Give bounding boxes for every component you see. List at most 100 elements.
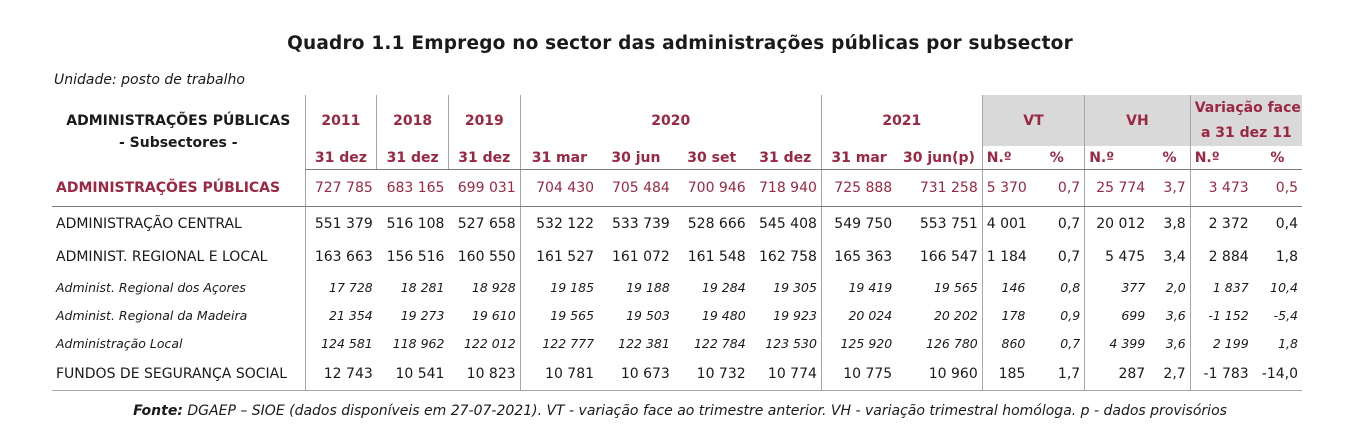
table-cell: 161 072	[611, 248, 670, 265]
table-cell: 19 284	[701, 279, 746, 295]
table-cell: 5 370	[981, 169, 1030, 207]
subcol-var-n: N.º	[1189, 146, 1253, 170]
source-label: Fonte:	[133, 403, 183, 419]
table-cell: 20 012	[1084, 206, 1150, 240]
subcol-2018-dez: 31 dez	[376, 146, 449, 170]
table-cell: 4 399	[1084, 329, 1150, 357]
table-cell: 2,0	[1165, 279, 1186, 295]
year-2019: 2019	[447, 95, 521, 146]
table-cell: 17 728	[304, 273, 377, 301]
table-cell: 3 473	[1189, 169, 1253, 207]
table-cell: 126 780	[926, 335, 978, 351]
table-cell: 3,4	[1163, 248, 1186, 265]
table-cell: 2 199	[1189, 329, 1253, 357]
variation-header: Variação face a 31 dez 11	[1189, 95, 1302, 146]
table-cell: 0,8	[1060, 279, 1081, 295]
table-cell: 4 001	[981, 206, 1030, 240]
subcol-2020-mar: 31 mar	[519, 146, 599, 170]
table-cell: -14,0	[1252, 357, 1302, 391]
table-row: Administ. Regional da Madeira 21 354 19 27…	[52, 301, 1302, 329]
employment-table: ADMINISTRAÇÕES PÚBLICAS - Subsectores - …	[52, 95, 1302, 391]
subcol-vt-n: N.º	[981, 146, 1030, 170]
table-row: ADMINIST. REGIONAL E LOCAL 163 663 156 516…	[52, 240, 1302, 273]
subcol-2021-jun: 30 jun(p)	[896, 146, 983, 170]
adm-header-label: ADMINISTRAÇÕES PÚBLICAS	[66, 113, 291, 130]
table-row: Administração Local 124 581 118 962 122 012…	[52, 329, 1302, 357]
table-cell: -1 152	[1189, 301, 1253, 329]
table-cell: 551 379	[304, 206, 377, 240]
table-cell: 19 188	[626, 279, 670, 295]
table-cell: 185	[981, 357, 1030, 391]
table-cell: 1,8	[1278, 335, 1298, 351]
table-cell: 1 837	[1189, 273, 1253, 301]
table-cell: -1 783	[1189, 357, 1253, 391]
table-row: ADMINISTRAÇÃO CENTRAL 551 379 516 108 527 6…	[52, 206, 1302, 240]
subcol-vt-pct: %	[1029, 146, 1085, 170]
table-cell: 18 928	[471, 279, 516, 295]
table-cell: 0,7	[1057, 248, 1081, 265]
table-cell: 19 503	[626, 307, 670, 323]
table-cell: 125 920	[820, 329, 897, 357]
table-cell: 19 480	[701, 307, 746, 323]
subcol-2021-mar: 31 mar	[820, 146, 897, 170]
table-cell: 19 273	[400, 307, 445, 323]
table-cell: 10 774	[749, 357, 822, 391]
table-title: Quadro 1.1 Emprego no sector das adminis…	[287, 33, 1073, 54]
subcol-2019-dez: 31 dez	[447, 146, 521, 170]
table-cell: 532 122	[519, 206, 599, 240]
table-cell: 704 430	[519, 169, 599, 207]
table-cell: 163 663	[304, 240, 377, 273]
table-cell: 0,7	[1057, 215, 1081, 232]
table-cell: 725 888	[820, 169, 897, 207]
table-cell: 161 548	[687, 248, 746, 265]
table-cell: 160 550	[457, 248, 516, 265]
table-cell: 146	[981, 273, 1030, 301]
table-cell: 10 960	[896, 357, 983, 391]
table-cell: 699	[1084, 301, 1150, 329]
table-cell: 860	[981, 329, 1030, 357]
table-cell: 528 666	[687, 215, 746, 232]
table-cell: 166 547	[919, 248, 978, 265]
table-cell: 19 185	[519, 273, 599, 301]
table-cell: 122 777	[519, 329, 599, 357]
table-cell: 2,7	[1149, 357, 1191, 391]
table-cell: 123 530	[765, 335, 817, 351]
table-cell: 19 923	[773, 307, 817, 323]
table-cell: 1 184	[981, 240, 1030, 273]
year-2011: 2011	[304, 95, 377, 146]
unit-note: Unidade: posto de trabalho	[54, 72, 245, 88]
table-cell: 19 610	[471, 307, 516, 323]
table-row: ADMINISTRAÇÕES PÚBLICAS 727 785 683 165 699…	[52, 169, 1302, 207]
table-cell: 700 946	[673, 169, 750, 207]
variation-header-line1: Variação face	[1194, 99, 1301, 116]
table-cell: 545 408	[759, 215, 817, 232]
subcol-2020-jun: 30 jun	[598, 146, 674, 170]
row-label: Administração Local	[56, 335, 183, 351]
year-2020: 2020	[519, 95, 822, 146]
table-cell: 10,4	[1270, 279, 1298, 295]
table-cell: 2 372	[1189, 206, 1253, 240]
variation-header-line2: a 31 dez 11	[1200, 124, 1292, 141]
table-cell: 19 419	[820, 273, 897, 301]
table-cell: 10 781	[519, 357, 599, 391]
table-cell: 1,7	[1029, 357, 1085, 391]
row-label: ADMINISTRAÇÕES PÚBLICAS	[52, 169, 306, 207]
table-cell: 19 565	[519, 301, 599, 329]
table-cell: 533 739	[611, 215, 670, 232]
vt-header: VT	[981, 95, 1085, 146]
table-cell: 0,5	[1252, 169, 1302, 207]
table-cell: 122 381	[618, 335, 670, 351]
table-cell: 20 202	[933, 307, 978, 323]
table-row: FUNDOS DE SEGURANÇA SOCIAL 12 743 10 541 10…	[52, 357, 1302, 391]
table-cell: 122 012	[463, 335, 516, 351]
source-note: Fonte: DGAEP – SIOE (dados disponíveis e…	[0, 403, 1360, 419]
table-cell: 124 581	[304, 329, 377, 357]
table-cell: 553 751	[919, 215, 978, 232]
table-cell: 718 940	[749, 169, 822, 207]
subcol-vh-n: N.º	[1084, 146, 1150, 170]
table-cell: 165 363	[820, 240, 897, 273]
subcol-vh-pct: %	[1149, 146, 1191, 170]
table-cell: 0,9	[1060, 307, 1081, 323]
table-cell: 25 774	[1084, 169, 1150, 207]
table-cell: 10 541	[376, 357, 449, 391]
